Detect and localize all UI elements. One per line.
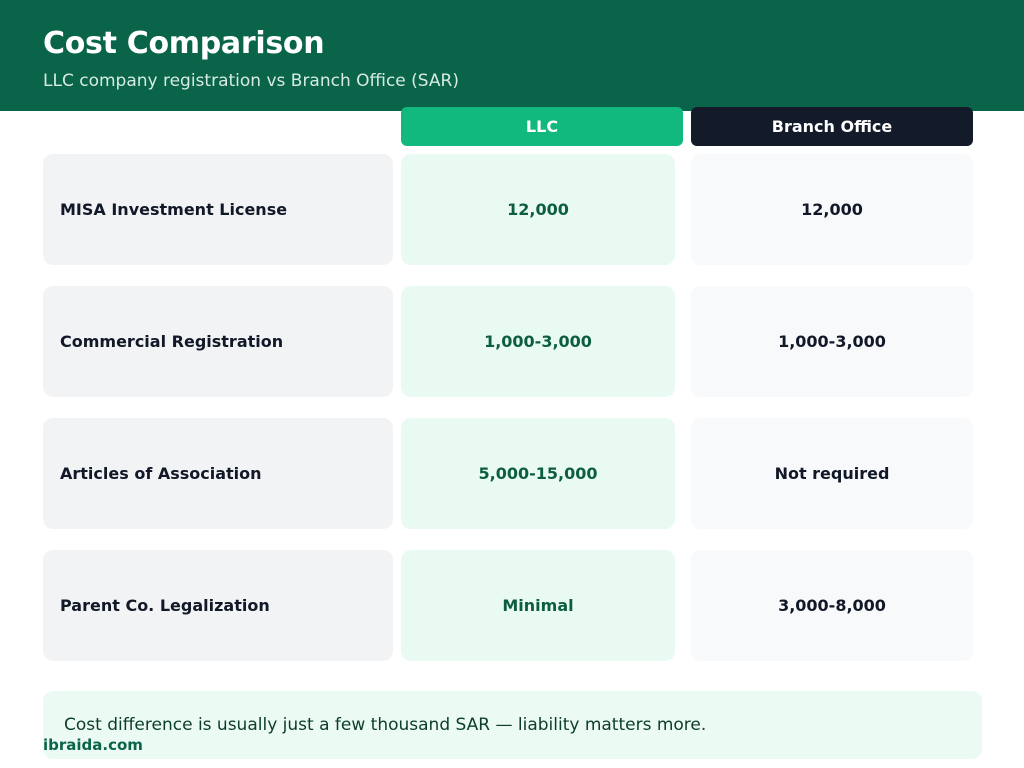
- note-box: [43, 691, 982, 759]
- row-label-commercial-registration: Commercial Registration: [43, 286, 393, 397]
- llc-cost-commercial-registration: 1,000-3,000: [401, 286, 675, 397]
- page-subtitle: LLC company registration vs Branch Offic…: [43, 71, 459, 91]
- branch-cost-articles-of-association: Not required: [691, 418, 973, 529]
- llc-cost-misa-license: 12,000: [401, 154, 675, 265]
- llc-cost-parent-legalization: Minimal: [401, 550, 675, 661]
- note-text: Cost difference is usually just a few th…: [64, 715, 707, 735]
- branch-cost-misa-license: 12,000: [691, 154, 973, 265]
- row-label-articles-of-association: Articles of Association: [43, 418, 393, 529]
- row-label-parent-legalization: Parent Co. Legalization: [43, 550, 393, 661]
- llc-cost-articles-of-association: 5,000-15,000: [401, 418, 675, 529]
- brand-link[interactable]: ibraida.com: [43, 736, 143, 754]
- row-label-misa-license: MISA Investment License: [43, 154, 393, 265]
- column-header-branch-office: Branch Office: [691, 107, 973, 146]
- branch-cost-parent-legalization: 3,000-8,000: [691, 550, 973, 661]
- column-header-llc: LLC: [401, 107, 683, 146]
- branch-cost-commercial-registration: 1,000-3,000: [691, 286, 973, 397]
- page-title: Cost Comparison: [43, 26, 325, 61]
- header-banner: [0, 0, 1024, 111]
